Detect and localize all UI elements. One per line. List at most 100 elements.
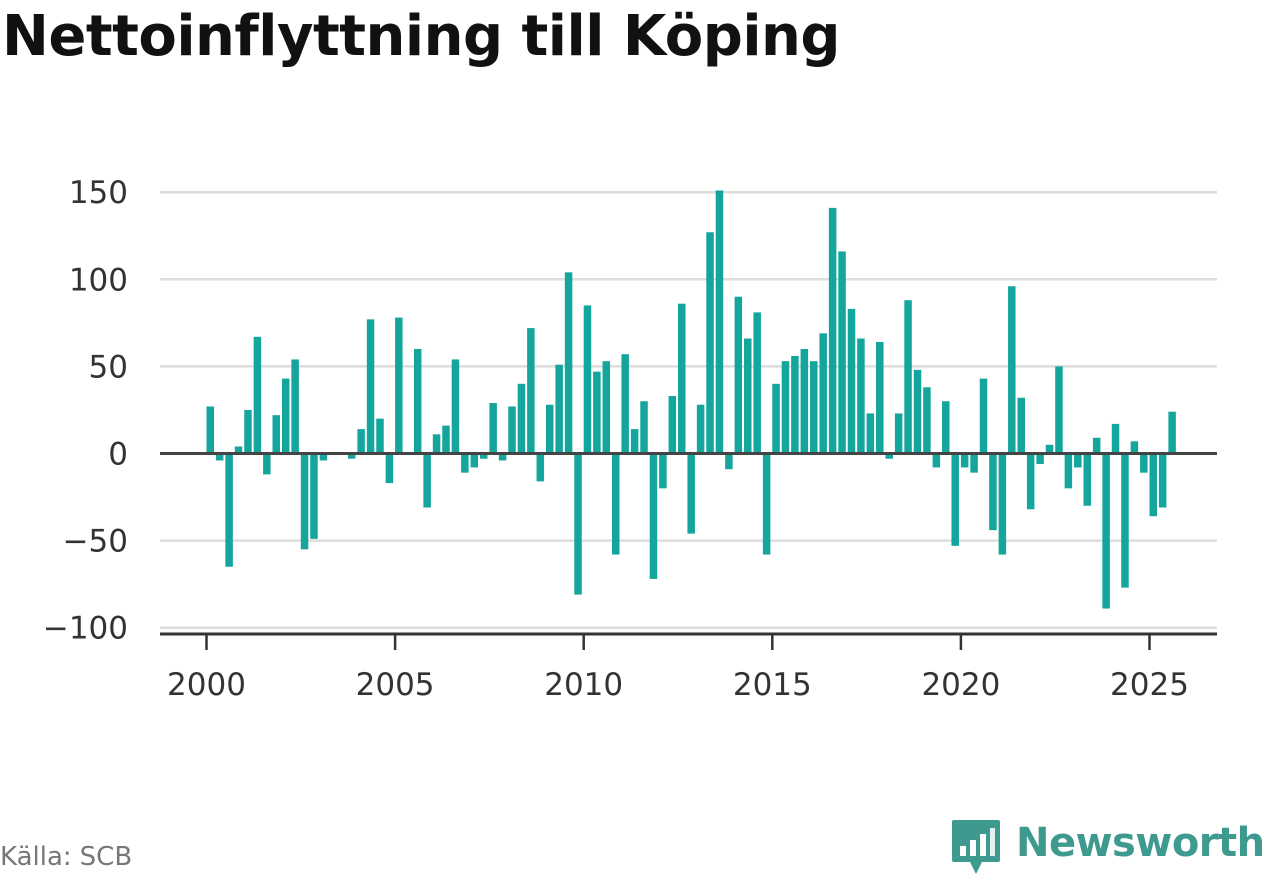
bar (630, 429, 639, 454)
x-tick-label: 2010 (544, 667, 623, 703)
bar (1121, 453, 1129, 588)
bar (876, 342, 884, 454)
x-tick-labels: 2000 2005 2010 2015 2020 2025 (167, 667, 1189, 703)
bar (781, 361, 790, 454)
bar (423, 453, 431, 508)
bar (1130, 441, 1139, 454)
bar (527, 328, 535, 454)
bar (753, 312, 761, 454)
bar (998, 453, 1007, 555)
bar (517, 383, 526, 454)
bar (979, 378, 988, 454)
bar (253, 336, 262, 454)
bar (989, 453, 997, 531)
x-tick-label: 2000 (167, 667, 246, 703)
bar (1017, 397, 1025, 454)
x-tick-label: 2025 (1110, 667, 1189, 703)
y-tick-label: 50 (89, 349, 128, 385)
y-tick-label: 100 (69, 262, 128, 298)
bar (857, 338, 865, 454)
bar (413, 348, 422, 454)
bar (725, 453, 733, 470)
bar (687, 453, 695, 534)
bar (678, 303, 686, 454)
bar (479, 453, 488, 459)
bar (357, 429, 365, 454)
bar (234, 446, 243, 454)
bar (470, 453, 479, 468)
bar (602, 361, 611, 454)
bar (744, 338, 752, 454)
bar (498, 453, 507, 461)
bar (791, 355, 799, 454)
bar (432, 434, 441, 454)
bar (894, 413, 903, 454)
bar (545, 404, 554, 454)
bar (347, 453, 356, 459)
bar (640, 401, 648, 454)
brand-name: Newsworthy (1016, 820, 1262, 866)
bar (1036, 453, 1044, 464)
bar (932, 453, 941, 468)
bar (970, 453, 978, 473)
bar (762, 453, 771, 555)
bar (1168, 411, 1176, 454)
bar (1140, 453, 1148, 473)
x-tick-label: 2005 (356, 667, 435, 703)
bar (574, 453, 582, 595)
bar (904, 300, 912, 454)
bar (291, 359, 299, 454)
page-title: Nettoinflyttning till Köping (2, 4, 841, 69)
bar (951, 453, 959, 546)
bar (668, 396, 677, 454)
axes (160, 452, 1217, 650)
bar (1158, 453, 1167, 508)
bar (206, 406, 214, 454)
bar (810, 361, 818, 454)
bar (847, 308, 856, 454)
bar (593, 371, 601, 454)
bar (215, 453, 224, 461)
bar (1064, 453, 1073, 489)
bar (885, 453, 893, 459)
bar (659, 453, 667, 489)
bar (828, 207, 837, 454)
bar (942, 401, 950, 454)
bar (913, 369, 922, 454)
x-tick-label: 2020 (921, 667, 1000, 703)
bar (300, 453, 309, 550)
bar (1026, 453, 1035, 510)
bar (489, 402, 497, 454)
bar (1149, 453, 1157, 517)
bars (206, 190, 1176, 609)
bar (1083, 453, 1091, 506)
bar (1045, 444, 1054, 454)
bar (395, 317, 403, 454)
bar (536, 453, 545, 482)
bar (225, 453, 233, 567)
bar (800, 348, 809, 454)
bar (461, 453, 469, 473)
bar (734, 296, 743, 454)
bar (1111, 423, 1120, 454)
y-tick-label: 0 (108, 437, 128, 473)
bar (706, 232, 714, 454)
brand-logo: Newsworthy (950, 818, 1262, 878)
bar (281, 378, 290, 454)
bar (366, 319, 375, 454)
bar (508, 406, 516, 454)
y-tick-label: −50 (63, 524, 128, 560)
bar (244, 409, 252, 454)
bar (272, 415, 281, 454)
bar (319, 453, 328, 461)
bar (611, 453, 620, 555)
bar (696, 404, 705, 454)
bar (649, 453, 658, 579)
source-label: Källa: (0, 842, 72, 872)
bar (923, 387, 931, 454)
gridlines (160, 190, 1217, 629)
bar (451, 359, 460, 454)
bar (715, 190, 724, 454)
bar-chart: 150 100 50 0 −50 −100 2000 2005 2010 2015 2020 202… (43, 175, 1217, 703)
x-tick-label: 2015 (733, 667, 812, 703)
